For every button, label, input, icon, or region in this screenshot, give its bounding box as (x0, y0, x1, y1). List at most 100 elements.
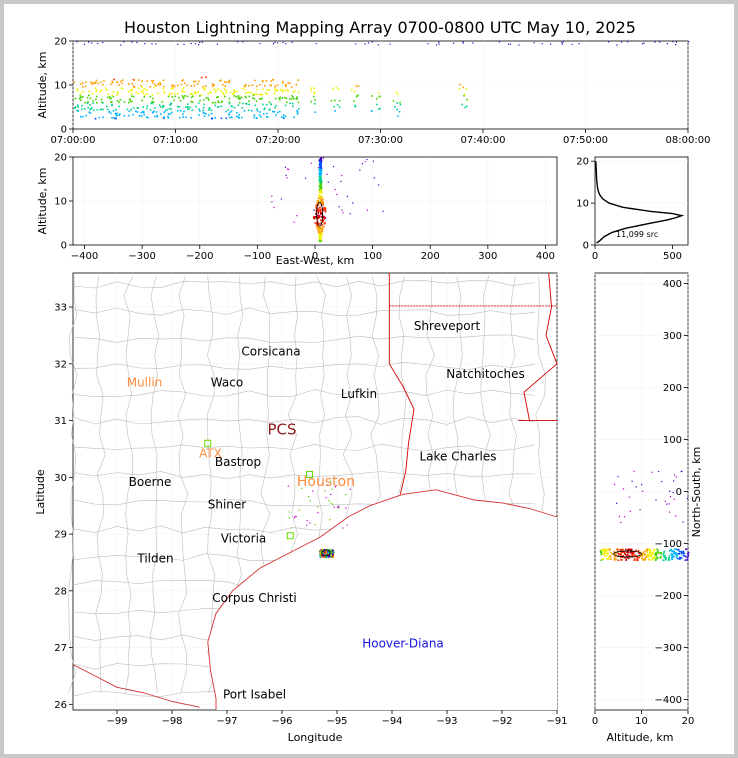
time-source-point (293, 116, 295, 119)
time-high-source (562, 41, 564, 43)
ew-scatter-point (271, 201, 273, 203)
time-source-point (145, 116, 148, 118)
ns-source-point (649, 552, 651, 555)
ns-source-point (624, 552, 626, 555)
time-source-point (230, 116, 233, 118)
plan-view-ylabel: Latitude (34, 469, 47, 515)
ns-source-point (603, 550, 606, 553)
ew-source-point (317, 227, 319, 230)
time-high-source (462, 42, 465, 44)
ns-scatter-point (631, 480, 633, 482)
ew-source-point (319, 227, 321, 230)
time-source-point (465, 88, 467, 90)
ns-source-point (662, 554, 665, 556)
ew-source-point (320, 178, 323, 181)
ew-source-point (320, 185, 322, 188)
ns-source-point (642, 551, 645, 554)
ew-x-tick-label: −200 (186, 251, 213, 262)
time-source-point (146, 105, 149, 107)
time-source-point (217, 100, 220, 103)
time-source-point (74, 107, 76, 109)
ns-source-point (675, 557, 678, 559)
ns-scatter-point (620, 521, 622, 524)
time-high-source (675, 41, 678, 43)
ns-source-point (627, 551, 630, 554)
time-source-point (183, 90, 186, 93)
lon-tick-label: −95 (326, 716, 347, 727)
ns-source-point (676, 555, 679, 557)
time-source-point (178, 105, 181, 108)
plan-scatter-point (346, 524, 348, 526)
time-source-point (186, 103, 189, 105)
plan-source-point (328, 555, 330, 558)
time-source-point (207, 92, 209, 95)
ew-source-point (321, 224, 323, 226)
time-high-source (355, 43, 357, 45)
ew-source-point (319, 199, 322, 202)
ns-source-point (686, 552, 689, 555)
plan-source-point (322, 553, 324, 555)
time-high-source (508, 43, 510, 45)
ew-x-tick-label: −100 (244, 251, 271, 262)
time-source-point (250, 109, 253, 112)
ew-source-point (320, 222, 322, 225)
time-source-point (171, 96, 174, 98)
time-source-point (253, 116, 255, 119)
time-source-point (184, 106, 187, 109)
time-y-tick-label: 0 (61, 125, 67, 136)
time-source-point (296, 110, 299, 113)
plan-source-point (320, 555, 323, 558)
time-source-point (174, 95, 177, 98)
ew-scatter-point (284, 166, 286, 168)
time-source-point (130, 95, 133, 97)
time-source-point (116, 81, 119, 84)
time-source-point (225, 81, 228, 84)
ns-source-point (601, 558, 604, 561)
ew-source-point (320, 189, 323, 192)
time-source-point (228, 113, 230, 116)
time-source-point (137, 106, 139, 109)
time-source-point (132, 107, 135, 109)
time-source-point (284, 83, 287, 86)
time-source-point (210, 109, 213, 112)
time-source-point (214, 101, 217, 104)
ns-source-point (646, 554, 649, 556)
ns-scatter-point (675, 515, 677, 517)
station-marker (286, 532, 294, 540)
time-source-point (171, 84, 174, 86)
time-source-point (110, 97, 112, 99)
plan-scatter-point (338, 507, 340, 509)
ew-source-point (315, 216, 317, 218)
time-source-point (87, 101, 89, 103)
ns-source-point (668, 555, 671, 557)
plan-source-point (319, 554, 322, 556)
time-source-point (293, 90, 296, 92)
time-source-point (76, 104, 79, 106)
ew-source-point (320, 213, 322, 215)
ns-scatter-point (675, 476, 677, 478)
time-source-point (338, 99, 341, 102)
ns-y-tick-label: 0 (676, 487, 682, 498)
time-source-point (132, 78, 135, 81)
time-source-point (273, 110, 276, 113)
time-source-point (396, 102, 399, 104)
ns-source-point (641, 555, 644, 557)
time-source-point (240, 96, 243, 99)
ew-source-point (320, 167, 322, 170)
time-source-point (245, 96, 247, 99)
plan-source-point (329, 552, 332, 555)
time-source-point (209, 91, 211, 93)
ns-source-point (626, 551, 628, 554)
ew-source-point (323, 225, 325, 228)
time-source-point (79, 115, 82, 118)
time-source-point (195, 105, 197, 108)
plan-scatter-point (330, 480, 332, 482)
time-source-point (220, 90, 222, 92)
ew-source-point (321, 232, 323, 235)
ns-source-point (633, 551, 635, 554)
plan-scatter-point (332, 503, 334, 505)
time-source-point (118, 114, 120, 116)
time-source-point (95, 98, 97, 101)
ew-scatter-point (310, 162, 312, 164)
time-high-source (641, 43, 644, 45)
